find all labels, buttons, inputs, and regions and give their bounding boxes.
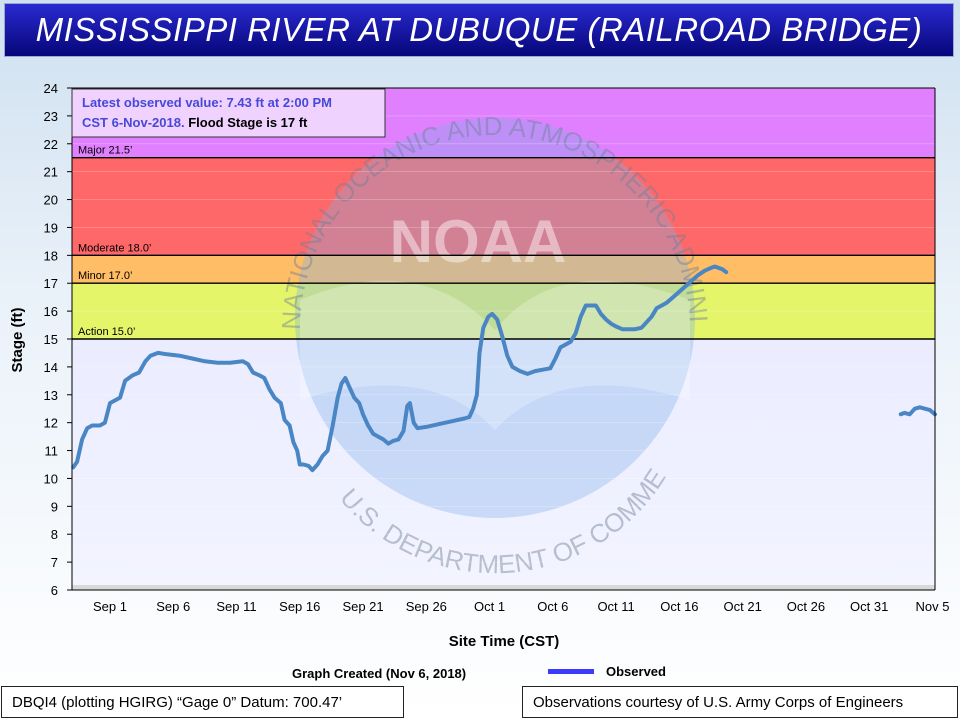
y-tick-label: 22 [44,137,58,152]
y-tick-label: 21 [44,165,58,180]
info-box-line2-flood-stage: Flood Stage is 17 ft [185,115,308,130]
y-tick-label: 16 [44,304,58,319]
y-tick-label: 6 [51,583,58,598]
y-axis-label: Stage (ft) [9,308,26,373]
y-tick-label: 12 [44,416,58,431]
threshold-label-moderate: Moderate 18.0’ [78,242,151,254]
x-tick-label: Sep 6 [156,599,190,614]
graph-created-label: Graph Created (Nov 6, 2018) [292,666,467,681]
legend-swatch-observed [548,669,594,674]
legend: Observed [548,664,666,679]
x-tick-label: Sep 16 [279,599,320,614]
x-tick-label: Oct 11 [597,599,634,614]
info-box-line2-date: CST 6-Nov-2018. [82,115,185,130]
plot-bottom-strip [72,585,935,590]
y-tick-label: 14 [44,360,58,375]
y-tick-label: 15 [44,332,58,347]
hydrograph-chart: NOAA NATIONAL OCEANIC AND ATMOSPHERIC AD… [0,0,949,650]
band-action [72,283,935,339]
threshold-label-minor: Minor 17.0’ [78,270,132,282]
x-tick-label: Oct 26 [787,599,825,614]
x-tick-label: Oct 6 [537,599,568,614]
x-tick-label: Oct 31 [850,599,888,614]
legend-label-observed: Observed [606,664,666,679]
series-observed-line [71,264,729,473]
watermark-logo-text: NOAA [390,208,567,275]
y-tick-label: 8 [51,527,58,542]
y-tick-label: 24 [44,81,58,96]
x-tick-label: Sep 1 [93,599,127,614]
y-tick-label: 23 [44,109,58,124]
threshold-label-major: Major 21.5’ [78,145,132,157]
x-tick-label: Oct 16 [660,599,698,614]
threshold-label-action: Action 15.0’ [78,326,135,338]
x-tick-label: Sep 11 [216,599,256,614]
info-box-line1: Latest observed value: 7.43 ft at 2:00 P… [82,95,332,110]
x-tick-label: Nov 5 [915,599,949,614]
y-tick-label: 17 [44,276,58,291]
y-tick-label: 18 [44,248,58,263]
x-tick-label: Oct 21 [724,599,762,614]
y-tick-label: 7 [51,555,58,570]
y-tick-label: 9 [51,499,58,514]
info-box-line2: CST 6-Nov-2018. Flood Stage is 17 ft [82,115,308,130]
x-tick-label: Sep 21 [342,599,383,614]
x-tick-label: Oct 1 [474,599,505,614]
band-moderate [72,157,935,256]
y-tick-label: 13 [44,388,58,403]
series-observed-line [898,405,937,417]
y-tick-label: 10 [44,471,58,486]
y-tick-label: 11 [45,444,59,459]
info-box: Latest observed value: 7.43 ft at 2:00 P… [71,88,386,138]
y-tick-label: 20 [44,193,58,208]
gage-datum-note: DBQI4 (plotting HGIRG) “Gage 0” Datum: 7… [1,686,404,718]
y-tick-label: 19 [44,220,58,235]
chart-title: MISSISSIPPI RIVER AT DUBUQUE (RAILROAD B… [4,3,954,57]
x-axis-label: Site Time (CST) [449,633,560,650]
band-minor [72,255,935,284]
info-box-frame [71,88,386,138]
x-tick-label: Sep 26 [406,599,447,614]
observations-credit: Observations courtesy of U.S. Army Corps… [522,686,958,718]
watermark-gull-shape [300,280,690,430]
